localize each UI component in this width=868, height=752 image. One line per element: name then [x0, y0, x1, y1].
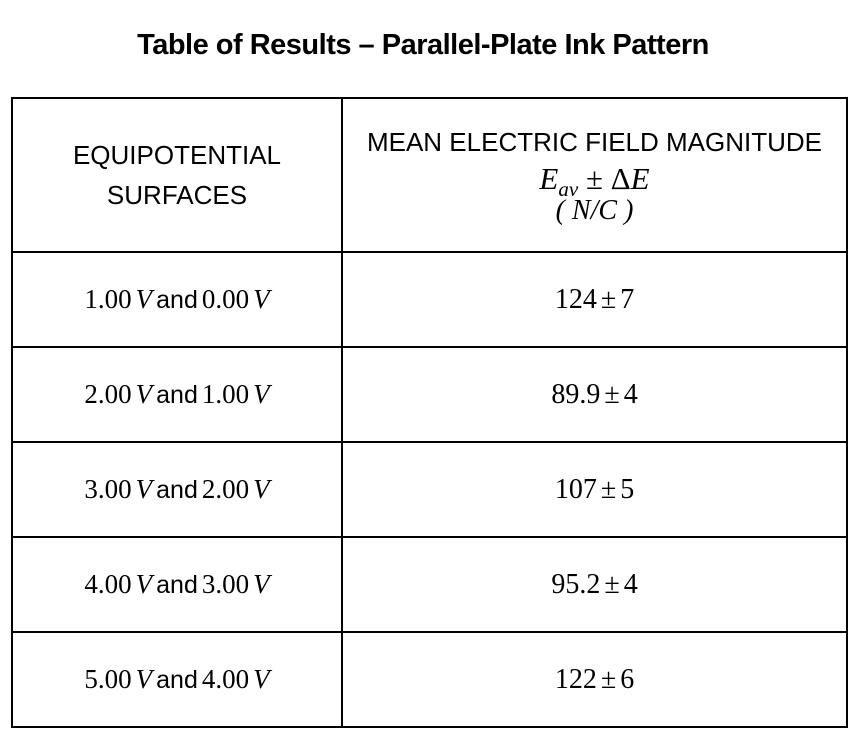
uncertainty-value: 7 [620, 283, 635, 315]
volt-symbol: V [135, 284, 153, 314]
equipotential-cell: 1.00 V and 0.00 V [11, 251, 343, 348]
delta-symbol: Δ [610, 161, 631, 196]
table-row: 3.00 V and 2.00 V 107 ± 5 [11, 441, 848, 538]
mean-field-value: 124 [554, 283, 597, 315]
voltage-1: 3.00 [84, 474, 132, 504]
voltage-2: 2.00 [201, 474, 250, 504]
av-subscript: av [558, 177, 579, 202]
voltage-1: 1.00 [84, 284, 132, 314]
delta-E-symbol: E [630, 161, 650, 196]
equipotential-cell: 3.00 V and 2.00 V [11, 441, 343, 538]
uncertainty-value: 5 [620, 473, 635, 505]
mean-field-value: 107 [554, 473, 597, 505]
table-row: 1.00 V and 0.00 V 124 ± 7 [11, 251, 848, 348]
volt-symbol: V [253, 379, 270, 409]
plus-minus-symbol: ± [604, 378, 620, 410]
volt-symbol: V [253, 284, 270, 314]
plus-minus-symbol: ± [600, 473, 617, 505]
plus-minus-symbol: ± [600, 283, 617, 315]
voltage-1: 4.00 [84, 569, 132, 599]
voltage-2: 0.00 [201, 284, 250, 314]
field-value-cell: 107 ± 5 [341, 441, 848, 538]
conjunction-label: and [156, 571, 198, 599]
field-value-cell: 124 ± 7 [341, 251, 848, 348]
uncertainty-value: 4 [623, 378, 638, 410]
equipotential-header-line2: SURFACES [106, 180, 248, 210]
page-title: Table of Results – Parallel-Plate Ink Pa… [137, 29, 709, 61]
results-table: EQUIPOTENTIAL SURFACES MEAN ELECTRIC FIE… [11, 97, 848, 728]
volt-symbol: V [135, 569, 153, 599]
voltage-2: 3.00 [201, 569, 250, 599]
conjunction-label: and [156, 286, 198, 314]
plus-minus-symbol: ± [604, 568, 620, 600]
conjunction-label: and [156, 476, 198, 504]
field-value-cell: 122 ± 6 [341, 631, 848, 728]
field-value-cell: 89.9 ± 4 [341, 346, 848, 443]
plus-minus-symbol: ± [600, 663, 617, 695]
plus-minus-symbol: ± [585, 161, 603, 196]
conjunction-label: and [156, 666, 198, 694]
table-row: 5.00 V and 4.00 V 122 ± 6 [11, 631, 848, 728]
mean-field-value: 95.2 [551, 568, 601, 600]
equipotential-cell: 2.00 V and 1.00 V [11, 346, 343, 443]
table-header-row: EQUIPOTENTIAL SURFACES MEAN ELECTRIC FIE… [11, 97, 848, 253]
field-value-cell: 95.2 ± 4 [341, 536, 848, 633]
volt-symbol: V [135, 664, 153, 694]
mean-field-value: 89.9 [551, 378, 601, 410]
volt-symbol: V [253, 664, 270, 694]
table-row: 4.00 V and 3.00 V 95.2 ± 4 [11, 536, 848, 633]
equipotential-cell: 5.00 V and 4.00 V [11, 631, 343, 728]
volt-symbol: V [135, 379, 153, 409]
uncertainty-value: 6 [620, 663, 635, 695]
table-row: 2.00 V and 1.00 V 89.9 ± 4 [11, 346, 848, 443]
mean-field-formula: Eav ± ΔE [343, 161, 846, 200]
volt-symbol: V [135, 474, 153, 504]
voltage-1: 2.00 [84, 379, 132, 409]
voltage-2: 1.00 [201, 379, 250, 409]
conjunction-label: and [156, 381, 198, 409]
field-magnitude-header-cell: MEAN ELECTRIC FIELD MAGNITUDE Eav ± ΔE (… [341, 97, 848, 253]
equipotential-header-cell: EQUIPOTENTIAL SURFACES [11, 97, 343, 253]
voltage-1: 5.00 [84, 664, 132, 694]
E-symbol: E [539, 161, 559, 196]
field-header-title: MEAN ELECTRIC FIELD MAGNITUDE [366, 127, 823, 157]
uncertainty-value: 4 [623, 568, 638, 600]
volt-symbol: V [253, 569, 270, 599]
volt-symbol: V [253, 474, 270, 504]
voltage-2: 4.00 [201, 664, 250, 694]
equipotential-header-line1: EQUIPOTENTIAL [72, 140, 282, 170]
units-label: ( N/C ) [555, 195, 634, 226]
equipotential-cell: 4.00 V and 3.00 V [11, 536, 343, 633]
mean-field-value: 122 [554, 663, 597, 695]
